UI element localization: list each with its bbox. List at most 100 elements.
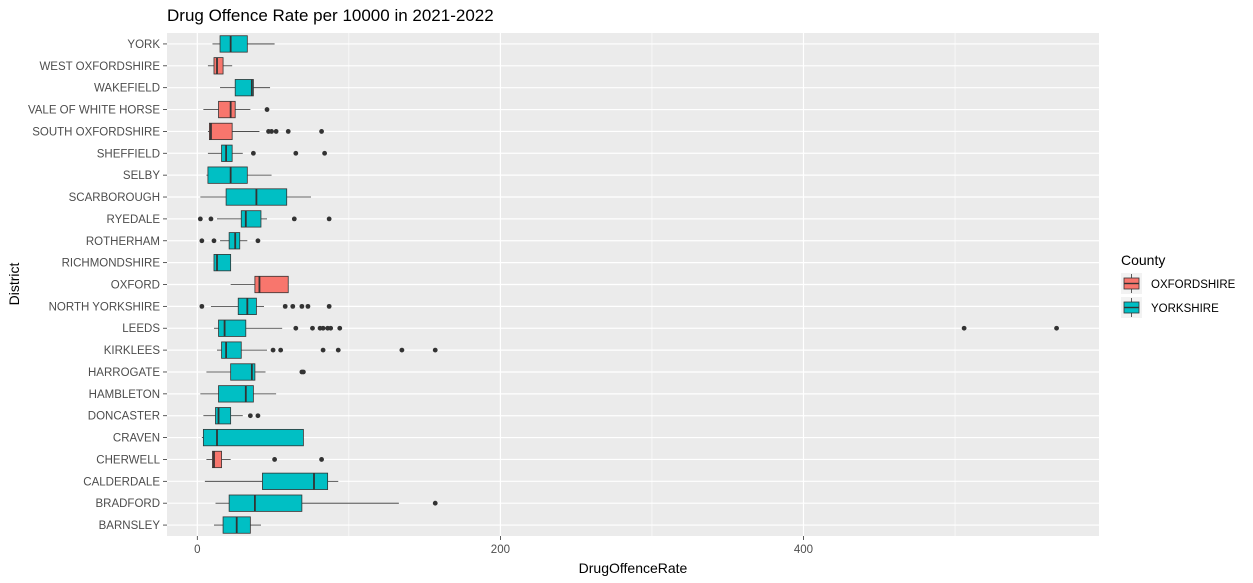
outlier-point: [272, 457, 277, 462]
box-iqr: [218, 100, 236, 119]
outlier-point: [269, 129, 274, 134]
outlier-point: [322, 150, 328, 156]
y-tick-label: ROTHERHAM: [86, 236, 160, 248]
legend-title: County: [1121, 252, 1165, 268]
outlier-point: [250, 150, 256, 156]
box-iqr: [230, 363, 256, 381]
box-scarborough: [200, 188, 311, 206]
outlier-point: [310, 325, 315, 331]
outlier-point: [319, 457, 324, 462]
y-tick-label: SOUTH OXFORDSHIRE: [32, 126, 160, 138]
legend: County OXFORDSHIRE YORKSHIRE: [1121, 252, 1236, 318]
y-tick-label: RICHMONDSHIRE: [62, 258, 161, 270]
box-iqr: [207, 166, 248, 184]
outlier-point: [326, 303, 332, 309]
box-ryedale: [197, 210, 332, 228]
box-iqr: [240, 210, 262, 228]
outlier-point: [961, 325, 967, 331]
outlier-point: [208, 216, 214, 222]
box-richmondshire: [213, 254, 232, 272]
boxes: [197, 35, 1059, 534]
legend-entry-oxfordshire: OXFORDSHIRE: [1121, 273, 1236, 294]
box-iqr: [218, 385, 254, 403]
box-sheffield: [207, 144, 328, 162]
box-hambleton: [200, 385, 277, 403]
major-gridlines: [167, 33, 1099, 536]
y-tick-label: HAMBLETON: [89, 389, 160, 401]
y-tick-label: SCARBOROUGH: [69, 192, 160, 204]
outlier-point: [197, 216, 203, 222]
outlier-point: [282, 303, 288, 309]
box-bradford: [215, 494, 438, 512]
y-tick-label: SHEFFIELD: [97, 148, 160, 160]
box-oxford: [230, 275, 289, 294]
y-tick-label: CRAVEN: [113, 433, 160, 445]
box-north-yorkshire: [199, 297, 332, 315]
outlier-point: [293, 325, 299, 331]
outlier-point: [264, 107, 270, 112]
outlier-point: [293, 150, 299, 156]
box-iqr: [219, 35, 248, 53]
box-vale-of-white-horse: [203, 100, 270, 119]
outlier-point: [326, 216, 332, 222]
box-cherwell: [206, 450, 324, 469]
outlier-point: [328, 325, 334, 331]
box-iqr: [218, 319, 247, 337]
y-axis-title: District: [6, 263, 22, 306]
outlier-point: [337, 325, 343, 331]
y-tick-label: OXFORD: [111, 280, 160, 292]
outlier-point: [273, 129, 279, 134]
outlier-point: [399, 347, 405, 353]
outlier-point: [199, 238, 205, 244]
box-iqr: [221, 341, 242, 359]
y-tick-label: CHERWELL: [96, 454, 160, 466]
box-iqr: [262, 472, 329, 490]
box-craven: [201, 428, 304, 447]
box-wakefield: [220, 79, 271, 97]
y-axis: YORK WEST OXFORDSHIRE WAKEFIELD VALE OF WHI…: [28, 39, 167, 532]
box-barnsley: [213, 516, 261, 534]
box-kirklees: [217, 341, 438, 359]
outlier-point: [300, 369, 306, 375]
outlier-point: [270, 347, 276, 353]
box-iqr: [202, 428, 304, 447]
y-tick-label: VALE OF WHITE HORSE: [28, 105, 160, 117]
box-iqr: [254, 275, 289, 294]
box-south-oxfordshire: [207, 122, 324, 141]
box-west-oxfordshire: [207, 57, 233, 75]
box-york: [212, 35, 275, 53]
x-tick-label: 0: [194, 544, 200, 556]
outlier-point: [335, 347, 341, 353]
y-tick-label: NORTH YORKSHIRE: [49, 301, 161, 313]
outlier-point: [247, 413, 253, 419]
box-iqr: [212, 450, 222, 469]
outlier-point: [299, 303, 305, 309]
outlier-point: [255, 413, 261, 419]
x-tick-label: 400: [794, 544, 813, 556]
legend-entry-yorkshire: YORKSHIRE: [1121, 297, 1219, 318]
x-axis: 0 200 400: [194, 536, 813, 556]
box-calderdale: [204, 472, 339, 490]
box-leeds: [213, 319, 1059, 337]
legend-label: OXFORDSHIRE: [1151, 279, 1236, 291]
outlier-point: [305, 303, 311, 309]
y-tick-label: LEEDS: [122, 323, 160, 335]
outlier-point: [290, 303, 296, 309]
outlier-point: [291, 216, 297, 222]
y-tick-label: BRADFORD: [95, 498, 160, 510]
outlier-point: [285, 129, 291, 134]
y-tick-label: YORK: [127, 39, 160, 51]
box-iqr: [228, 494, 303, 512]
box-iqr: [234, 79, 254, 97]
outlier-point: [319, 129, 324, 134]
legend-label: YORKSHIRE: [1151, 303, 1219, 315]
outlier-point: [278, 347, 284, 353]
y-tick-label: BARNSLEY: [99, 520, 161, 532]
chart-title: Drug Offence Rate per 10000 in 2021-2022: [167, 6, 494, 25]
outlier-point: [199, 303, 205, 309]
outlier-point: [320, 347, 326, 353]
y-tick-label: CALDERDALE: [83, 476, 160, 488]
y-tick-label: HARROGATE: [88, 367, 160, 379]
